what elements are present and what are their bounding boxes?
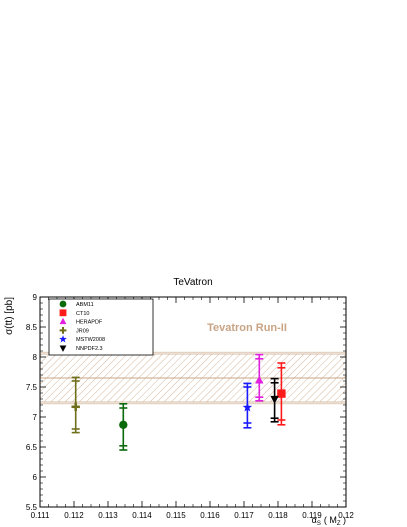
legend-label: HERAPDF bbox=[76, 320, 103, 326]
x-tick-label: 0.112 bbox=[64, 511, 84, 520]
chart-title: TeVatron bbox=[173, 277, 212, 288]
annotation-label: Tevatron Run-II bbox=[207, 322, 287, 334]
y-axis-title: σ(tt) [pb] bbox=[4, 297, 15, 335]
legend-marker bbox=[59, 345, 67, 352]
marker-cross-v bbox=[61, 327, 65, 334]
x-tick-label: 0.115 bbox=[166, 511, 186, 520]
legend-label: CT10 bbox=[76, 311, 89, 317]
x-axis-close: ) bbox=[341, 515, 347, 525]
band-layer bbox=[40, 351, 346, 405]
y-tick-label: 6.5 bbox=[26, 443, 38, 452]
x-tick-label: 0.119 bbox=[302, 511, 322, 520]
x-axis-symbol: α bbox=[312, 515, 317, 525]
marker-cross-v bbox=[74, 402, 77, 411]
y-ticks: 5.5 6 6.5 7 7.5 8 8.5 9 bbox=[26, 293, 346, 512]
y-tick-label: 6 bbox=[33, 473, 38, 482]
series-layer bbox=[71, 353, 286, 451]
data-point bbox=[277, 389, 286, 398]
x-axis-symbol-sub: S bbox=[317, 521, 321, 527]
x-tick-label: 0.118 bbox=[268, 511, 288, 520]
series-ct10 bbox=[277, 362, 286, 426]
x-tick-label: 0.111 bbox=[31, 511, 50, 520]
y-tick-label: 5.5 bbox=[26, 503, 38, 512]
data-point bbox=[119, 420, 128, 429]
legend-marker bbox=[59, 300, 67, 308]
x-tick-label: 0.114 bbox=[132, 511, 152, 520]
series-abm11 bbox=[119, 402, 128, 451]
y-tick-label: 9 bbox=[33, 293, 38, 302]
legend-marker bbox=[59, 335, 67, 343]
x-ticks: 0.111 0.112 0.113 0.114 0.115 0.116 0.117 0.118… bbox=[31, 297, 354, 520]
series-herapdf bbox=[255, 353, 264, 402]
x-tick-label: 0.12 bbox=[338, 511, 354, 520]
x-tick-label: 0.117 bbox=[234, 511, 254, 520]
data-point bbox=[71, 402, 80, 411]
legend-label: MSTW2008 bbox=[76, 337, 105, 343]
series-jr09 bbox=[71, 376, 80, 434]
y-tick-label: 8.5 bbox=[26, 323, 38, 332]
legend: ABM11 CT10 HERAPDF JR09 MSTW2008 NNPDF2.3 bbox=[48, 298, 154, 356]
legend-items: ABM11 CT10 HERAPDF JR09 MSTW2008 NNPDF2.3 bbox=[59, 300, 105, 352]
y-tick-label: 7 bbox=[33, 413, 38, 422]
series-nnpdf2-3 bbox=[270, 377, 279, 423]
legend-marker bbox=[59, 327, 67, 334]
legend-label: JR09 bbox=[76, 328, 89, 334]
x-axis-argument-sub: Z bbox=[337, 521, 341, 527]
x-axis-argument: ( M bbox=[324, 515, 337, 525]
data-point bbox=[255, 375, 264, 384]
x-tick-label: 0.116 bbox=[200, 511, 220, 520]
legend-box bbox=[48, 298, 154, 356]
data-point bbox=[270, 395, 279, 404]
y-tick-label: 8 bbox=[33, 353, 38, 362]
legend-marker bbox=[59, 309, 67, 317]
x-axis-title: αS( MZ ) bbox=[312, 515, 346, 527]
legend-label: ABM11 bbox=[76, 302, 94, 308]
legend-marker bbox=[59, 317, 67, 325]
data-point bbox=[242, 402, 253, 412]
y-tick-label: 7.5 bbox=[26, 383, 38, 392]
x-tick-label: 0.113 bbox=[98, 511, 118, 520]
legend-label: NNPDF2.3 bbox=[76, 346, 103, 352]
series-mstw2008 bbox=[242, 382, 253, 429]
